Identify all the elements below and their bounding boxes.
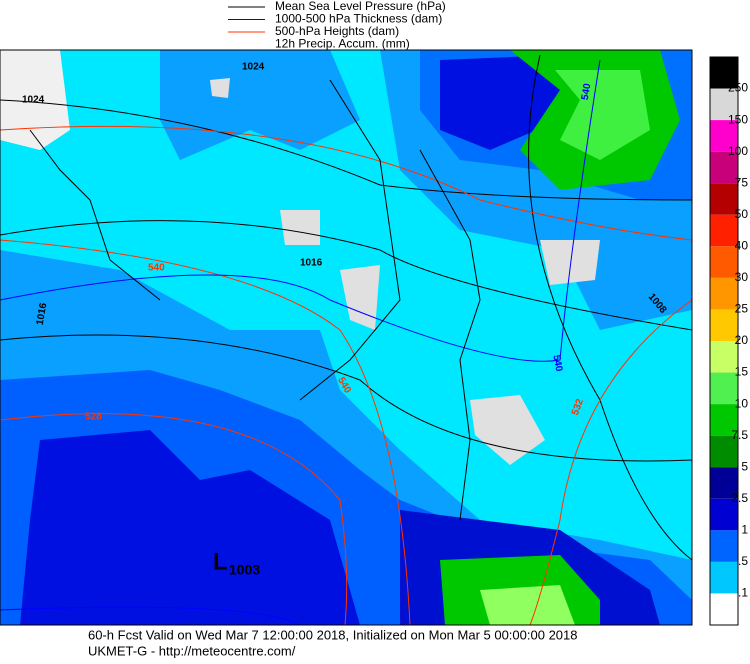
legend-label: 12h Precip. Accum. (mm) [275,37,410,51]
colorbar-label: 7.5 [731,428,748,442]
colorbar-label: 25 [735,302,749,316]
colorbar-label: 150 [728,112,748,126]
colorbar-box [710,57,738,89]
colorbar-box [710,183,738,215]
colorbar-box [710,372,738,405]
colorbar-box [710,246,738,278]
colorbar-box [710,435,738,468]
footer-line: UKMET-G - http://meteocentre.com/ [88,643,296,658]
colorbar-label: 75 [735,175,749,189]
height-label: 540 [148,263,165,274]
colorbar-label: .5 [738,554,748,568]
colorbar-label: 250 [728,81,748,95]
colorbar-label: 5 [741,459,748,473]
pressure-label: 1016 [35,302,50,326]
colorbar-box [710,277,738,310]
colorbar-frame [709,56,739,626]
colorbar-label: 20 [735,333,749,347]
legend-label: Mean Sea Level Pressure (hPa) [275,0,446,13]
colorbar-box [710,561,738,594]
colorbar-box [710,530,738,562]
colorbar-label: 100 [728,144,748,158]
pressure-label: 1024 [22,95,45,106]
height-label: 528 [85,412,102,423]
colorbar-box [710,467,738,499]
colorbar-label: 30 [735,270,749,284]
low-value: 1003 [229,562,260,578]
legend-label: 500-hPa Heights (dam) [275,24,399,38]
colorbar-box [710,309,738,341]
thickness-label: 540 [580,82,594,101]
colorbar-box [710,498,738,531]
colorbar-label: 40 [735,239,749,253]
colorbar-box [710,404,738,436]
colorbar-box [710,88,738,121]
map [0,49,693,626]
colorbar-label: 15 [735,365,749,379]
footer-line: 60-h Fcst Valid on Wed Mar 7 12:00:00 20… [88,627,578,642]
colorbar-label: 10 [735,396,749,410]
pressure-label: 1016 [300,258,323,269]
low-symbol: L [213,548,228,575]
colorbar-label: 2.5 [731,491,748,505]
thickness-label: 540 [550,354,564,373]
legend-label: 1000-500 hPa Thickness (dam) [275,12,442,26]
colorbar-label: 50 [735,207,749,221]
colorbar-box [710,341,738,373]
colorbar-label: .1 [738,586,748,600]
colorbar-box [710,120,738,152]
colorbar-box [710,151,738,184]
pressure-label: 1024 [242,62,265,73]
colorbar-label: 1 [741,523,748,537]
colorbar-box [710,214,738,247]
colorbar-box [710,593,738,625]
